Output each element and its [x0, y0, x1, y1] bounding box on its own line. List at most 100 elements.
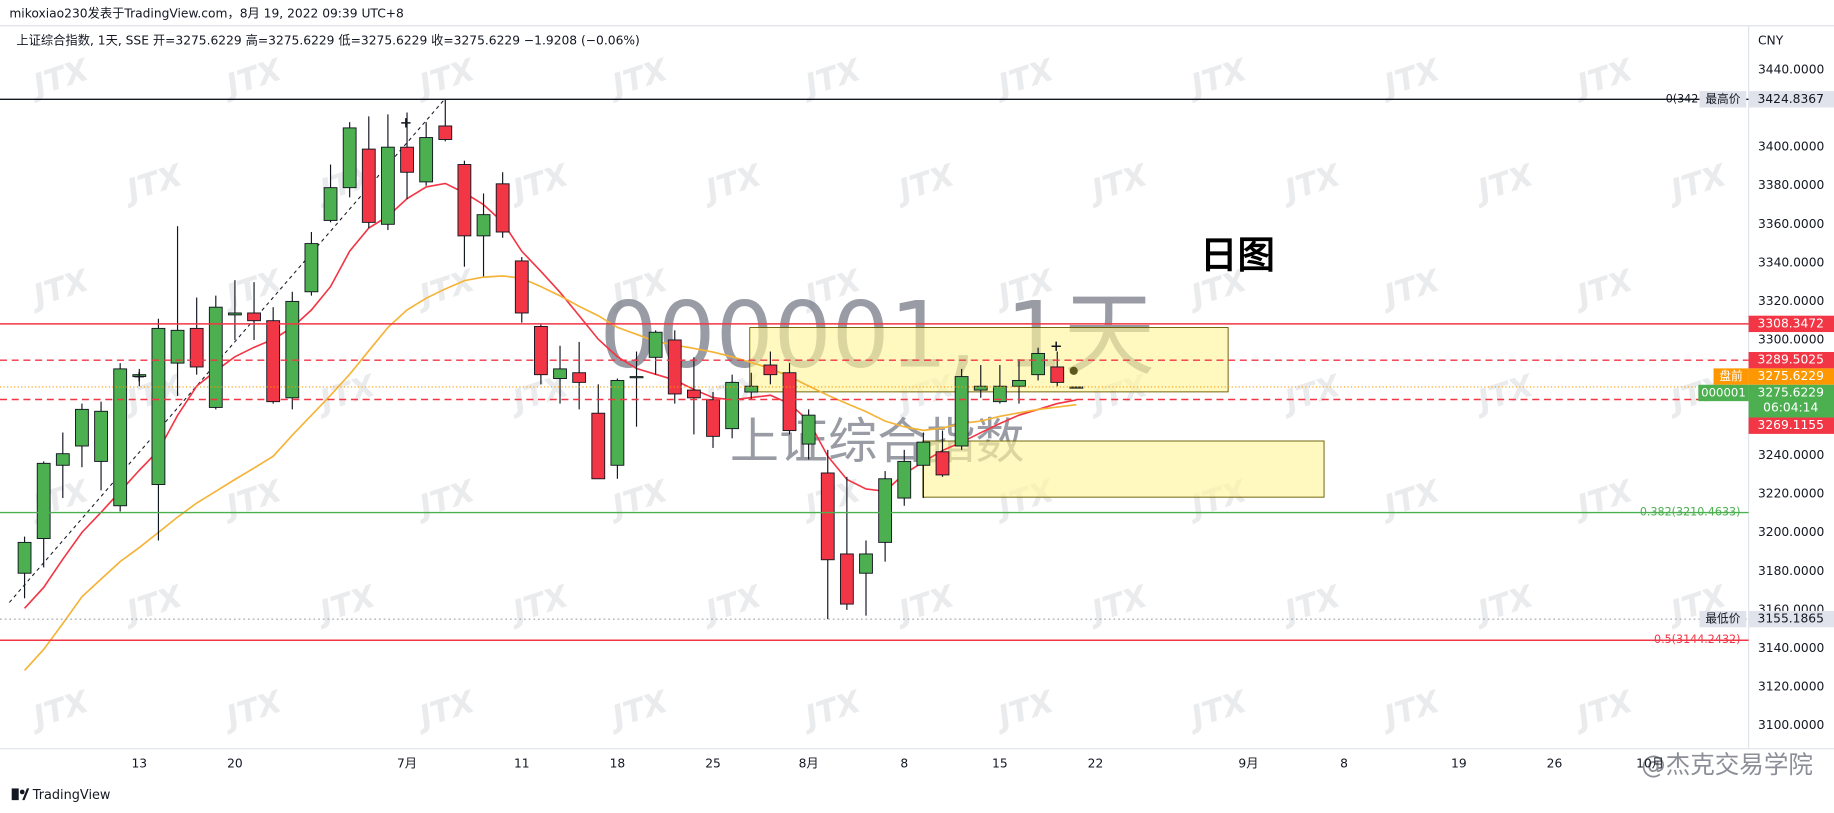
candle-body: [476, 214, 491, 237]
logo-watermark: JTX: [1275, 158, 1346, 211]
candle-body: [782, 372, 797, 432]
logo-watermark: JTX: [1375, 684, 1446, 737]
level-label: 0.5(3144.2432): [1654, 633, 1740, 646]
x-tick-label: 25: [705, 756, 721, 770]
moving-average: [23, 275, 1077, 671]
legend: 上证综合指数, 1天, SSE 开=3275.6229 高=3275.6229 …: [16, 32, 639, 47]
logo-watermark: JTX: [796, 684, 867, 737]
header: mikoxiao230发表于TradingView.com，8月 19, 202…: [9, 6, 403, 21]
cross-markers: [134, 118, 1061, 382]
candle-body: [228, 312, 242, 316]
y-tick-label: 3400.0000: [1758, 140, 1824, 154]
candle-body: [495, 183, 510, 233]
price-tag-label: 3308.3472: [1758, 316, 1824, 330]
price-tag-label: 3269.1155: [1758, 418, 1824, 432]
candle-body: [1050, 366, 1065, 383]
symbol-tag: [1698, 384, 1749, 402]
fib-trendline: [8, 99, 445, 603]
symbol-tag-label: 盘前: [1719, 369, 1743, 383]
logo-watermark: JTX: [1182, 684, 1253, 737]
candle-body: [419, 137, 434, 183]
logo-watermark: JTX: [796, 53, 867, 106]
logo-watermark: JTX: [24, 53, 95, 106]
candle-body: [36, 462, 51, 539]
logo-watermark: JTX: [503, 579, 574, 632]
logo-watermark: JTX: [1568, 474, 1639, 527]
logo-watermark: JTX: [603, 474, 674, 527]
logo-watermark: JTX: [1182, 53, 1253, 106]
price-tag: [1748, 352, 1834, 369]
level-note-bg: [1699, 91, 1747, 108]
y-tick-label: 3200.0000: [1758, 525, 1824, 539]
candle-body: [1012, 379, 1026, 387]
candle-body: [361, 148, 376, 223]
x-tick-label: 13: [132, 756, 148, 770]
y-tick-label: 3300.0000: [1758, 332, 1824, 346]
logo-watermark: JTX: [503, 158, 574, 211]
candle-body: [992, 385, 1007, 403]
logo-watermark: JTX: [1568, 684, 1639, 737]
x-tick-label: 19: [1451, 756, 1467, 770]
candle-body: [667, 339, 682, 395]
level-note: 最高价: [1705, 92, 1740, 106]
annotation: 日图: [1200, 233, 1275, 277]
x-tick-label: 26: [1547, 756, 1563, 770]
logo-watermark: JTX: [1082, 158, 1153, 211]
y-tick-label: 3360.0000: [1758, 217, 1824, 231]
y-tick-label: 3120.0000: [1758, 679, 1824, 693]
logo-watermark: JTX: [696, 579, 767, 632]
logo-watermark: JTX: [989, 53, 1060, 106]
candle-body: [381, 146, 395, 225]
logo-watermark: JTX: [1468, 158, 1539, 211]
candle-body: [94, 410, 108, 462]
x-tick-label: 9月: [1238, 756, 1258, 770]
price-tag: [1748, 91, 1834, 108]
x-tick-label: 11: [514, 756, 530, 770]
price-tag-label: 3424.8367: [1758, 92, 1824, 106]
corner-watermark: @杰克交易学院: [1641, 750, 1813, 779]
logo-watermark: JTX: [217, 684, 288, 737]
candle-body: [1031, 352, 1046, 376]
candle-body: [534, 326, 548, 376]
logo-watermark: JTX: [410, 684, 481, 737]
candle-body: [763, 364, 778, 376]
zone: [922, 440, 1325, 498]
y-tick-label: 3140.0000: [1758, 641, 1824, 655]
candle-body: [820, 472, 835, 561]
logo-watermark: JTX: [1468, 368, 1539, 421]
x-tick-label: 8: [900, 756, 908, 770]
candle-body: [304, 243, 319, 293]
candle-body: [438, 125, 453, 140]
logo-watermark: JTX: [1375, 474, 1446, 527]
logo-watermark: JTX: [24, 263, 95, 316]
candle-body: [113, 368, 128, 507]
candle-body: [266, 320, 281, 403]
y-tick-label: 3180.0000: [1758, 564, 1824, 578]
logo-watermark: JTX: [410, 474, 481, 527]
candle-body: [400, 146, 414, 173]
candle-body: [706, 399, 720, 437]
symbol-tag: [1713, 368, 1749, 385]
candle-body: [553, 368, 567, 379]
y-tick-label: 3440.0000: [1758, 63, 1824, 77]
price-tag-label: 3289.5025: [1758, 353, 1824, 367]
price-tag: [1748, 384, 1834, 418]
logo-watermark: JTX: [1082, 579, 1153, 632]
y-tick-label: 3340.0000: [1758, 255, 1824, 269]
level-note: 最低价: [1705, 612, 1740, 626]
logo-watermark: JTX: [217, 53, 288, 106]
x-tick-label: 18: [610, 756, 626, 770]
price-tag: [1748, 368, 1834, 385]
price-tag-label: 06:04:14: [1763, 401, 1818, 415]
level-label: 0(342: [1666, 92, 1699, 105]
candle-body: [916, 441, 931, 466]
candle-body: [591, 412, 606, 480]
candle-body: [247, 312, 261, 322]
candle-body: [878, 478, 893, 543]
level-label: 0.382(3210.4633): [1640, 506, 1741, 519]
logo-watermark: JTX: [1568, 53, 1639, 106]
brand-logo: [11, 788, 30, 801]
price-tag-label: 3275.6229: [1758, 385, 1824, 399]
x-tick-label: 20: [227, 756, 243, 770]
